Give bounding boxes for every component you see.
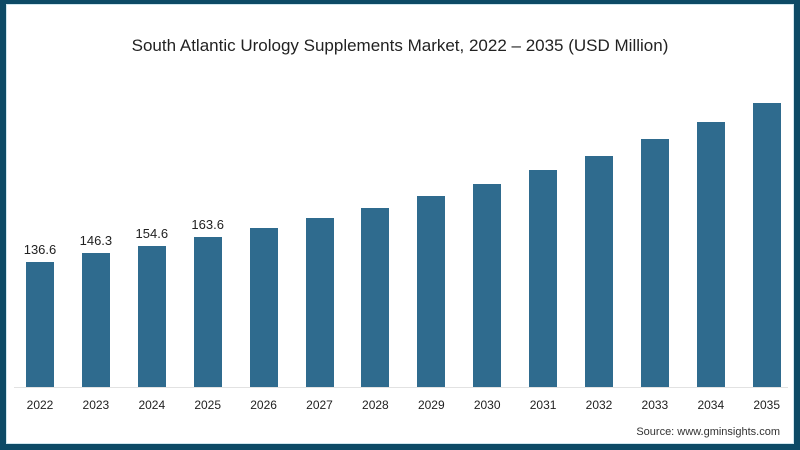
x-tick-label: 2024 [138, 398, 166, 412]
source-note: Source: www.gminsights.com [636, 426, 780, 438]
bar-2035 [752, 102, 781, 387]
bar-2024 [137, 245, 166, 387]
bar-2029 [417, 196, 446, 387]
value-label: 163.6 [191, 217, 224, 233]
x-tick-label: 2025 [194, 398, 222, 412]
x-tick-label: 2033 [641, 398, 669, 412]
value-label: 154.6 [135, 225, 169, 241]
x-tick-label: 2022 [26, 398, 54, 412]
bar-2032 [585, 155, 613, 387]
x-tick-label: 2035 [753, 398, 781, 412]
x-tick-label: 2031 [529, 398, 557, 412]
bar-2026 [249, 227, 278, 387]
x-axis-line [14, 387, 788, 388]
x-tick-label: 2026 [250, 398, 277, 412]
bar-2027 [305, 217, 334, 387]
bar-2031 [529, 169, 558, 387]
chart-title: South Atlantic Urology Supplements Marke… [131, 36, 669, 55]
x-tick-label: 2032 [585, 398, 613, 412]
bar-2030 [473, 183, 502, 387]
x-tick-label: 2023 [82, 398, 110, 412]
x-tick-label: 2028 [362, 398, 389, 412]
x-tick-label: 2029 [417, 398, 445, 412]
bar-2022 [26, 262, 54, 387]
value-label: 136.6 [23, 242, 57, 257]
bar-2025 [193, 237, 222, 387]
x-tick-label: 2027 [306, 398, 333, 412]
x-tick-label: 2030 [473, 398, 501, 412]
value-label: 146.3 [79, 233, 113, 249]
bar-2033 [640, 139, 669, 387]
x-tick-label: 2034 [697, 398, 725, 412]
bar-2023 [81, 253, 110, 387]
bar-2028 [361, 208, 390, 387]
bar-2034 [696, 122, 725, 387]
